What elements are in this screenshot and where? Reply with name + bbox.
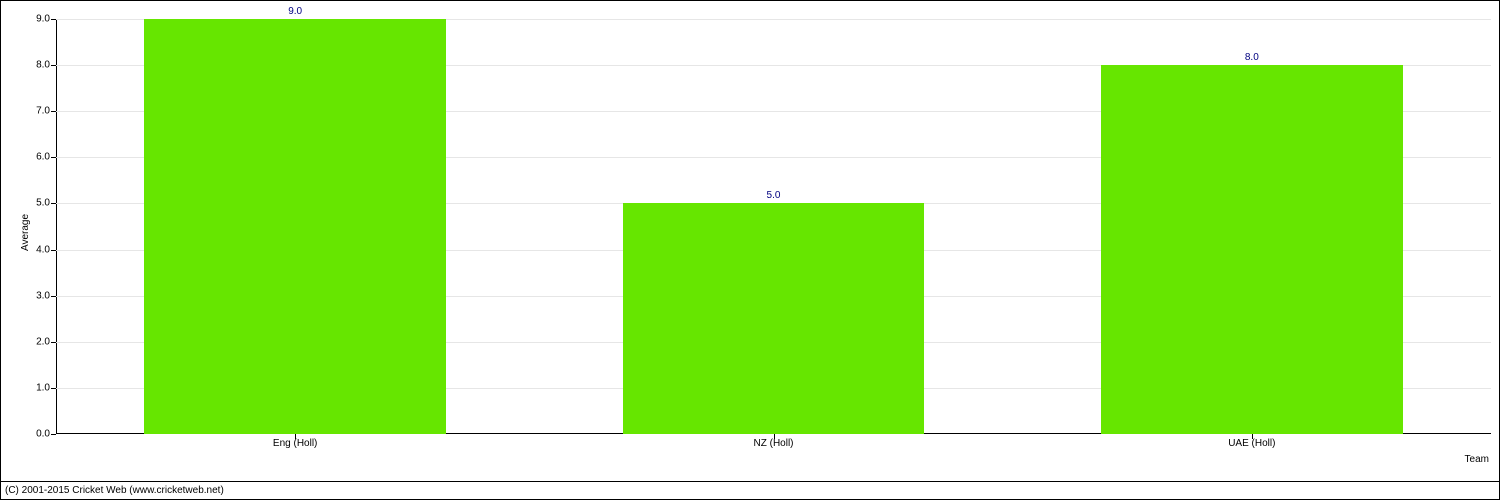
y-tick-label: 2.0 xyxy=(36,336,56,347)
y-tick-label: 0.0 xyxy=(36,429,56,440)
y-tick-label: 1.0 xyxy=(36,382,56,393)
y-tick-label: 5.0 xyxy=(36,198,56,209)
bar-value-label: 5.0 xyxy=(767,190,781,201)
y-tick-label: 6.0 xyxy=(36,152,56,163)
y-tick-label: 8.0 xyxy=(36,60,56,71)
bar xyxy=(144,19,445,434)
x-tick-label: UAE (Holl) xyxy=(1228,434,1275,449)
bar-value-label: 8.0 xyxy=(1245,52,1259,63)
y-axis-title: Average xyxy=(20,213,31,250)
plot-area: 0.01.02.03.04.05.06.07.08.09.09.0Eng (Ho… xyxy=(56,19,1491,434)
y-tick-label: 4.0 xyxy=(36,244,56,255)
footer-copyright: (C) 2001-2015 Cricket Web (www.cricketwe… xyxy=(1,481,1499,499)
x-tick-label: Eng (Holl) xyxy=(273,434,317,449)
y-tick-label: 9.0 xyxy=(36,14,56,25)
bar-value-label: 9.0 xyxy=(288,6,302,17)
x-axis-title: Team xyxy=(1465,454,1489,465)
x-tick-label: NZ (Holl) xyxy=(754,434,794,449)
y-axis-line xyxy=(56,19,57,434)
bar xyxy=(623,203,924,434)
y-tick-label: 3.0 xyxy=(36,290,56,301)
chart-container: 0.0 1.0 2.0 3.0 4.0 5.0 6.0 7.0 8.0 9.0 9.0 Eng (Ho… xyxy=(0,0,1500,500)
bar xyxy=(1101,65,1402,434)
y-tick-label: 7.0 xyxy=(36,106,56,117)
